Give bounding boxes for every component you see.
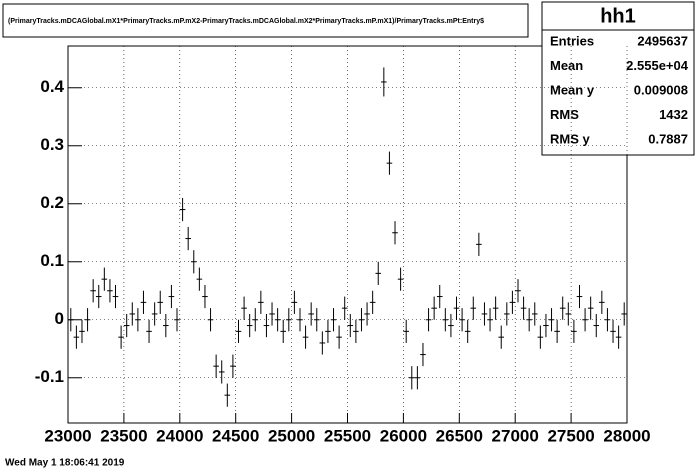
stats-label: RMS [550,107,579,122]
x-tick-label: 26000 [380,426,427,445]
stats-label: Mean [550,58,583,73]
title-box [2,3,529,38]
y-tick-label: 0.1 [40,251,64,270]
stats-value: 1432 [659,107,688,122]
stats-value: 2495637 [637,33,688,48]
x-tick-label: 26500 [436,426,483,445]
stats-frame [541,1,695,156]
stats-label: RMS y [550,131,591,146]
x-tick-label: 25000 [268,426,315,445]
x-tick-label: 23000 [44,426,91,445]
stats-value: 0.7887 [648,131,688,146]
x-tick-label: 27000 [492,426,539,445]
y-tick-label: 0.4 [40,77,64,96]
chart-title: (PrimaryTracks.mDCAGlobal.mX1*PrimaryTra… [8,18,484,25]
x-tick-label: 23500 [100,426,147,445]
stats-value: 2.555e+04 [626,58,689,73]
stats-value: 0.009008 [634,82,688,97]
y-tick-label: 0.2 [40,193,64,212]
stats-title: hh1 [600,5,636,27]
y-tick-label: 0 [55,309,64,328]
x-tick-label: 24000 [156,426,203,445]
y-tick-label: -0.1 [35,367,64,386]
stats-label: Mean y [550,82,595,97]
footer: Wed May 1 18:06:41 2019 [5,458,125,469]
x-tick-label: 24500 [212,426,259,445]
stats-label: Entries [550,33,594,48]
x-tick-label: 28000 [603,426,650,445]
stats-box: hh1 [541,1,695,156]
x-tick-label: 25500 [324,426,371,445]
x-tick-label: 27500 [547,426,594,445]
y-tick-label: 0.3 [40,135,64,154]
